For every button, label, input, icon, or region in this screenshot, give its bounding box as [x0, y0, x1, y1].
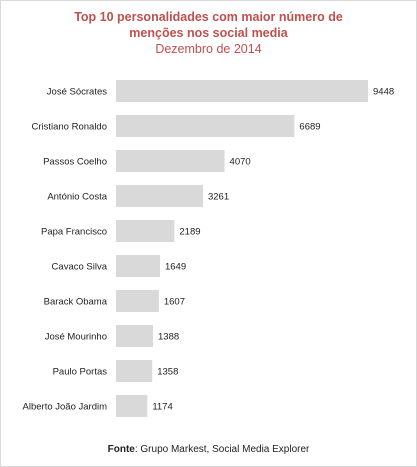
source-colon: : [134, 444, 141, 455]
category-label-jose-socrates: José Sócrates [47, 87, 107, 98]
category-label-cavaco-silva: Cavaco Silva [52, 262, 108, 273]
value-label-jose-mourinho: 1388 [158, 332, 179, 343]
bar-cavaco-silva [116, 255, 160, 277]
source-text: Grupo Markest, Social Media Explorer [140, 444, 310, 455]
chart-title-line-2: menções nos social media [129, 26, 288, 40]
value-label-alberto-joao-jardim: 1174 [152, 402, 172, 413]
category-label-passos-coelho: Passos Coelho [43, 157, 107, 168]
value-label-barack-obama: 1607 [164, 297, 185, 308]
bar-barack-obama [116, 290, 159, 312]
source-label: Fonte [107, 444, 135, 455]
bar-antonio-costa [116, 185, 203, 207]
value-label-antonio-costa: 3261 [208, 192, 229, 203]
value-label-papa-francisco: 2189 [179, 227, 200, 238]
value-label-passos-coelho: 4070 [230, 157, 251, 168]
bar-jose-mourinho [116, 325, 154, 347]
value-label-cavaco-silva: 1649 [165, 262, 186, 273]
bar-paulo-portas [116, 360, 153, 382]
bar-alberto-joao-jardim [116, 395, 148, 417]
bar-passos-coelho [116, 150, 225, 172]
value-label-cristiano-ronaldo: 6689 [299, 122, 320, 133]
value-label-jose-socrates: 9448 [373, 87, 394, 98]
chart-subtitle: Dezembro de 2014 [155, 42, 262, 56]
category-label-jose-mourinho: José Mourinho [45, 332, 107, 343]
category-label-alberto-joao-jardim: Alberto João Jardim [23, 402, 108, 413]
bar-papa-francisco [116, 220, 175, 242]
source-note: Fonte: Grupo Markest, Social Media Explo… [0, 444, 417, 455]
category-label-barack-obama: Barack Obama [44, 297, 108, 308]
chart-title-line-1: Top 10 personalidades com maior número d… [74, 10, 343, 24]
bar-cristiano-ronaldo [116, 115, 295, 137]
category-label-paulo-portas: Paulo Portas [53, 367, 108, 378]
category-label-papa-francisco: Papa Francisco [41, 227, 107, 238]
category-label-cristiano-ronaldo: Cristiano Ronaldo [31, 122, 107, 133]
bar-jose-socrates [116, 80, 368, 102]
value-label-paulo-portas: 1358 [157, 367, 178, 378]
category-label-antonio-costa: António Costa [47, 192, 107, 203]
